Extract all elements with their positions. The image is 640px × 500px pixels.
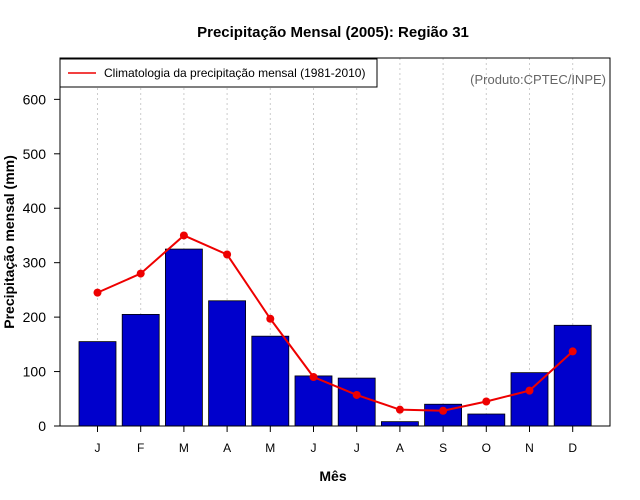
climatology-point bbox=[439, 406, 448, 415]
precipitation-bar bbox=[510, 372, 549, 427]
precipitation-bar bbox=[208, 300, 247, 427]
source-credit: (Produto:CPTEC/INPE) bbox=[470, 72, 606, 87]
bar-series bbox=[78, 248, 592, 427]
y-tick-label: 300 bbox=[23, 255, 47, 271]
legend-box bbox=[59, 58, 378, 88]
x-tick-label: N bbox=[525, 441, 534, 455]
precipitation-bar bbox=[553, 324, 592, 427]
x-axis-label: Mês bbox=[319, 468, 346, 484]
precipitation-bar bbox=[78, 341, 117, 427]
climatology-point bbox=[309, 373, 318, 382]
climatology-point bbox=[395, 405, 404, 414]
precipitation-bar bbox=[164, 248, 203, 427]
x-tick-label: J bbox=[311, 441, 317, 455]
y-tick-label: 100 bbox=[23, 364, 47, 380]
x-tick-label: S bbox=[439, 441, 447, 455]
precipitation-bar bbox=[337, 377, 376, 427]
climatology-point bbox=[136, 269, 145, 278]
climatology-point bbox=[179, 231, 188, 240]
plot-frame bbox=[59, 57, 611, 427]
x-tick-label: M bbox=[179, 441, 189, 455]
climatology-line bbox=[97, 234, 574, 412]
x-tick-label: A bbox=[396, 441, 404, 455]
climatology-point bbox=[223, 250, 232, 259]
climatology-point bbox=[93, 288, 102, 297]
x-tick-label: O bbox=[482, 441, 491, 455]
x-tick-label: D bbox=[568, 441, 577, 455]
legend-label: Climatologia da precipitação mensal (198… bbox=[104, 66, 365, 80]
precipitation-bar bbox=[467, 413, 506, 427]
chart-title: Precipitação Mensal (2005): Região 31 bbox=[197, 24, 469, 41]
climatology-point bbox=[568, 347, 577, 356]
climatology-point bbox=[266, 314, 275, 323]
y-axis: 0 100 200 300 400 500 600 bbox=[23, 91, 60, 434]
climatology-point bbox=[482, 397, 491, 406]
precipitation-bar bbox=[251, 335, 290, 427]
y-axis-label: Precipitação mensal (mm) bbox=[1, 155, 17, 329]
climatology-point bbox=[352, 390, 361, 399]
x-tick-label: F bbox=[137, 441, 144, 455]
x-tick-label: J bbox=[354, 441, 360, 455]
x-tick-label: J bbox=[95, 441, 101, 455]
legend: Climatologia da precipitação mensal (198… bbox=[59, 58, 378, 88]
y-tick-label: 200 bbox=[23, 309, 47, 325]
climatology-point bbox=[525, 386, 534, 395]
climatology-line-series bbox=[93, 231, 577, 415]
x-tick-label: A bbox=[223, 441, 231, 455]
precipitation-bar bbox=[294, 375, 333, 427]
x-tick-label: M bbox=[265, 441, 275, 455]
y-tick-label: 0 bbox=[38, 418, 46, 434]
precipitation-bar bbox=[380, 421, 419, 427]
y-tick-label: 600 bbox=[23, 91, 47, 107]
precipitation-bar bbox=[121, 313, 160, 427]
y-tick-label: 500 bbox=[23, 146, 47, 162]
y-tick-label: 400 bbox=[23, 200, 47, 216]
